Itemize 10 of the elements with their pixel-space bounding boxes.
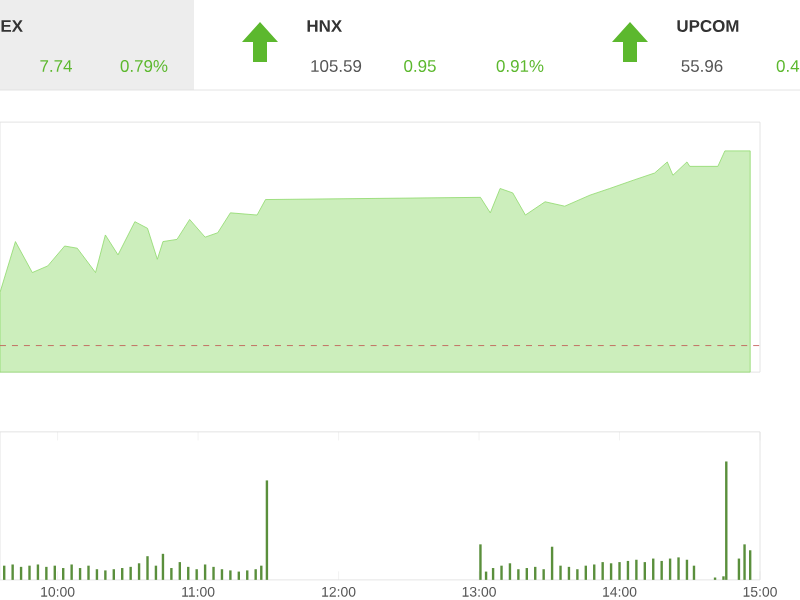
text: 7.74 [40,60,72,72]
text: 55.96 [681,60,723,72]
text: 105.59 [311,60,362,72]
text: 0.79% [120,60,168,72]
text: HNX [307,20,343,32]
text: 0.4 [776,60,800,72]
text: 0.95 [404,60,436,72]
text: UPCOM [677,20,739,32]
text: EX [1,20,23,32]
text: 0.91% [496,60,544,72]
